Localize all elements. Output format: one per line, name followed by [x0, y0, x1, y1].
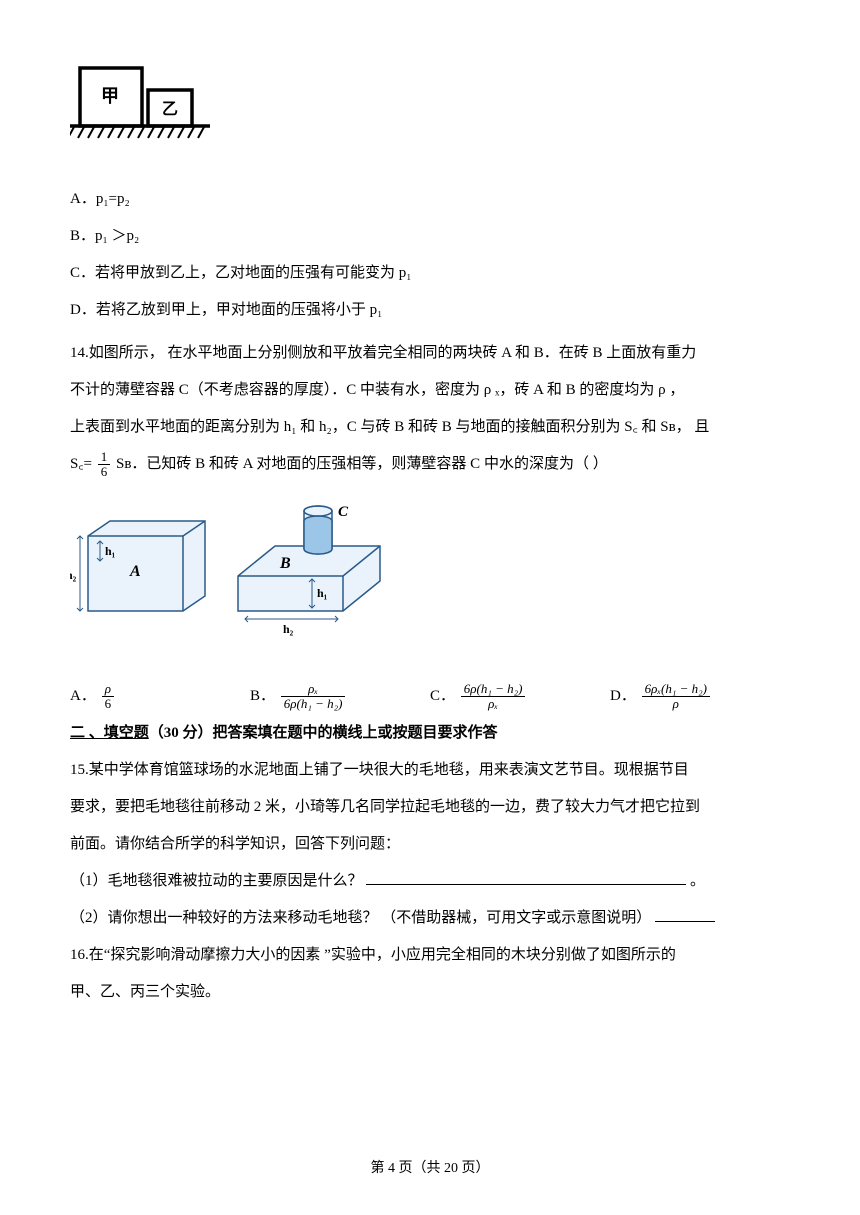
- q15-sub1-text: （1）毛地毯很难被拉动的主要原因是什么？: [70, 873, 363, 889]
- q15-sub1: （1）毛地毯很难被拉动的主要原因是什么？ 。: [70, 865, 790, 898]
- q16-line2: 甲、乙、丙三个实验。: [70, 976, 790, 1009]
- q14-option-a: A． ρ 6: [70, 680, 250, 713]
- q13-option-d: D．若将乙放到甲上，甲对地面的压强将小于 p₁: [70, 294, 790, 327]
- q14-option-d: D． 6ρₓ(h₁ − h₂) ρ: [610, 680, 790, 713]
- fraction-d: 6ρₓ(h₁ − h₂) ρ: [640, 682, 712, 712]
- option-label: D．: [610, 688, 636, 704]
- svg-text:h₁: h₁: [317, 586, 328, 600]
- blocks-on-ground-icon: 甲 乙: [70, 60, 210, 150]
- option-label: A．: [70, 688, 96, 704]
- q14-stem-line2: 不计的薄壁容器 C（不考虑容器的厚度）．C 中装有水，密度为 ρ ₓ，砖 A 和…: [70, 374, 790, 407]
- q15-sub1-end: 。: [690, 873, 705, 889]
- q15-sub2: （2）请你想出一种较好的方法来移动毛地毯？ （不借助器械，可用文字或示意图说明）: [70, 902, 790, 935]
- fraction-denominator: 6: [98, 465, 111, 479]
- fraction-denominator: ρₓ: [461, 697, 526, 711]
- svg-text:甲: 甲: [101, 86, 119, 106]
- q14-option-b: B． ρₓ 6ρ(h₁ − h₂): [250, 680, 430, 713]
- fraction-a: ρ 6: [100, 682, 117, 712]
- fraction-numerator: ρₓ: [281, 682, 346, 697]
- svg-text:A: A: [129, 563, 141, 580]
- footer-post: 页）: [458, 1161, 490, 1176]
- svg-text:B: B: [279, 555, 291, 572]
- fraction-numerator: 1: [98, 450, 111, 465]
- q14-stem-line4: S꜀= 1 6 Sʙ．已知砖 B 和砖 A 对地面的压强相等，则薄壁容器 C 中…: [70, 448, 790, 481]
- page-footer: 第 4 页（共 20 页）: [0, 1154, 860, 1185]
- q14-options: A． ρ 6 B． ρₓ 6ρ(h₁ − h₂) C． 6ρ(h₁ − h₂) …: [70, 680, 790, 713]
- fraction-denominator: 6ρ(h₁ − h₂): [281, 697, 346, 711]
- fill-blank[interactable]: [655, 904, 715, 922]
- q14-stem-pre: S꜀=: [70, 456, 96, 472]
- q13-option-b: B．p₁ ＞p₂: [70, 220, 790, 253]
- fraction-numerator: ρ: [102, 682, 115, 697]
- svg-text:C: C: [338, 504, 349, 520]
- svg-text:h₁: h₁: [105, 544, 116, 558]
- footer-total-pages: 20: [444, 1161, 458, 1176]
- q13-option-a: A．p₁=p₂: [70, 183, 790, 216]
- fraction-1-6: 1 6: [96, 450, 113, 480]
- q14-stem-post: Sʙ．已知砖 B 和砖 A 对地面的压强相等，则薄壁容器 C 中水的深度为（ ）: [116, 456, 608, 472]
- q13-option-c: C．若将甲放到乙上，乙对地面的压强有可能变为 p₁: [70, 257, 790, 290]
- footer-pre: 第: [371, 1161, 389, 1176]
- fraction-b: ρₓ 6ρ(h₁ − h₂): [279, 682, 348, 712]
- q15-line3: 前面。请你结合所学的科学知识，回答下列问题：: [70, 828, 790, 861]
- footer-mid: 页（共: [395, 1161, 444, 1176]
- q14-option-c: C． 6ρ(h₁ − h₂) ρₓ: [430, 680, 610, 713]
- fill-blank[interactable]: [366, 867, 686, 885]
- section-title-rest: （30 分）把答案填在题中的横线上或按题目要求作答: [149, 725, 498, 741]
- q14-figure: A h₁ h₂ B C: [70, 485, 790, 660]
- fraction-c: 6ρ(h₁ − h₂) ρₓ: [459, 682, 528, 712]
- q16-line1: 16.在“探究影响滑动摩擦力大小的因素 ”实验中，小应用完全相同的木块分别做了如…: [70, 939, 790, 972]
- fraction-denominator: 6: [102, 697, 115, 711]
- q13-figure: 甲 乙: [70, 60, 790, 163]
- option-label: B．: [250, 688, 275, 704]
- fraction-numerator: 6ρₓ(h₁ − h₂): [642, 682, 710, 697]
- q15-line1: 15.某中学体育馆篮球场的水泥地面上铺了一块很大的毛地毯，用来表演文艺节目。现根…: [70, 754, 790, 787]
- section-title-prefix: 二 、填空题: [70, 725, 149, 741]
- svg-text:h₂: h₂: [70, 568, 77, 582]
- fraction-numerator: 6ρ(h₁ − h₂): [461, 682, 526, 697]
- svg-text:乙: 乙: [162, 101, 178, 118]
- svg-text:h₂: h₂: [283, 622, 294, 636]
- q14-stem-line3: 上表面到水平地面的距离分别为 h₁ 和 h₂，C 与砖 B 和砖 B 与地面的接…: [70, 411, 790, 444]
- option-label: C．: [430, 688, 455, 704]
- q15-sub2-text: （2）请你想出一种较好的方法来移动毛地毯？ （不借助器械，可用文字或示意图说明）: [70, 910, 651, 926]
- footer-current-page: 4: [388, 1161, 395, 1176]
- q15-line2: 要求，要把毛地毯往前移动 2 米，小琦等几名同学拉起毛地毯的一边，费了较大力气才…: [70, 791, 790, 824]
- q14-stem-line1: 14.如图所示， 在水平地面上分别侧放和平放着完全相同的两块砖 A 和 B．在砖…: [70, 337, 790, 370]
- section-2-title: 二 、填空题（30 分）把答案填在题中的横线上或按题目要求作答: [70, 717, 790, 750]
- bricks-with-container-icon: A h₁ h₂ B C: [70, 491, 390, 641]
- fraction-denominator: ρ: [642, 697, 710, 711]
